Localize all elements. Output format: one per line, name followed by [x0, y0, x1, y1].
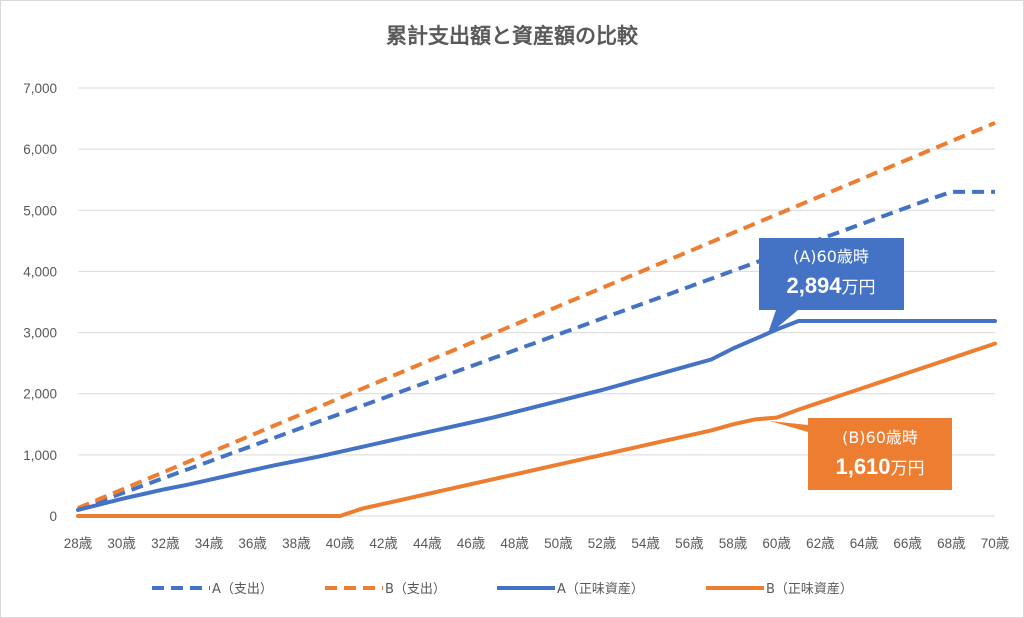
series-line — [76, 319, 997, 512]
y-tick-label: 6,000 — [23, 142, 57, 157]
callout-b-label: (B)60歳時 — [842, 428, 918, 447]
callout-a-label: (A)60歳時 — [793, 247, 869, 266]
x-tick-label: 66歳 — [893, 536, 922, 551]
x-tick-label: 42歳 — [369, 536, 398, 551]
x-tick-label: 68歳 — [937, 536, 966, 551]
callout-a-box — [759, 238, 904, 336]
legend: A（支出） B（支出） A（正味資産） B（正味資産） — [152, 581, 853, 597]
series-line — [77, 121, 996, 510]
x-tick-label: 46歳 — [457, 536, 486, 551]
x-tick-label: 30歳 — [107, 536, 136, 551]
x-tick-label: 54歳 — [631, 536, 660, 551]
x-tick-label: 38歳 — [282, 536, 311, 551]
callout-b-box — [770, 418, 952, 490]
y-axis: 0 1,000 2,000 3,000 4,000 5,000 6,000 7,000 — [23, 81, 57, 524]
x-tick-label: 60歳 — [762, 536, 791, 551]
x-tick-label: 52歳 — [588, 536, 617, 551]
x-tick-label: 32歳 — [151, 536, 180, 551]
legend-label: A（支出） — [212, 582, 273, 597]
x-tick-label: 40歳 — [326, 536, 355, 551]
callout-b-value: 1,610万円 — [835, 454, 924, 479]
y-tick-label: 4,000 — [23, 264, 57, 279]
callout-a-value: 2,894万円 — [786, 273, 875, 298]
legend-label: A（正味資産） — [557, 581, 644, 597]
x-tick-label: 36歳 — [238, 536, 267, 551]
series-lines — [76, 121, 997, 518]
x-tick-label: 62歳 — [806, 536, 835, 551]
series-line — [76, 341, 997, 518]
y-tick-label: 0 — [49, 509, 57, 524]
callouts: (A)60歳時 2,894万円 (B)60歳時 1,610万円 — [759, 238, 952, 490]
x-tick-label: 70歳 — [981, 536, 1010, 551]
x-tick-label: 34歳 — [195, 536, 224, 551]
y-tick-label: 5,000 — [23, 203, 57, 218]
x-axis: 28歳 30歳 32歳 34歳 36歳 38歳 40歳 42歳 44歳 46歳 48歳 50歳 52歳 5… — [64, 536, 1010, 551]
x-tick-label: 58歳 — [719, 536, 748, 551]
x-tick-label: 64歳 — [850, 536, 879, 551]
y-tick-label: 1,000 — [23, 448, 57, 463]
x-tick-label: 48歳 — [500, 536, 529, 551]
x-tick-label: 50歳 — [544, 536, 573, 551]
x-tick-label: 28歳 — [64, 536, 93, 551]
legend-label: B（正味資産） — [766, 581, 853, 597]
legend-label: B（支出） — [385, 582, 446, 597]
y-tick-label: 2,000 — [23, 387, 57, 402]
series-line — [77, 189, 995, 512]
y-tick-label: 3,000 — [23, 326, 57, 341]
x-tick-label: 44歳 — [413, 536, 442, 551]
y-tick-label: 7,000 — [23, 81, 57, 96]
x-tick-label: 56歳 — [675, 536, 704, 551]
chart-title: 累計支出額と資産額の比較 — [386, 24, 639, 48]
